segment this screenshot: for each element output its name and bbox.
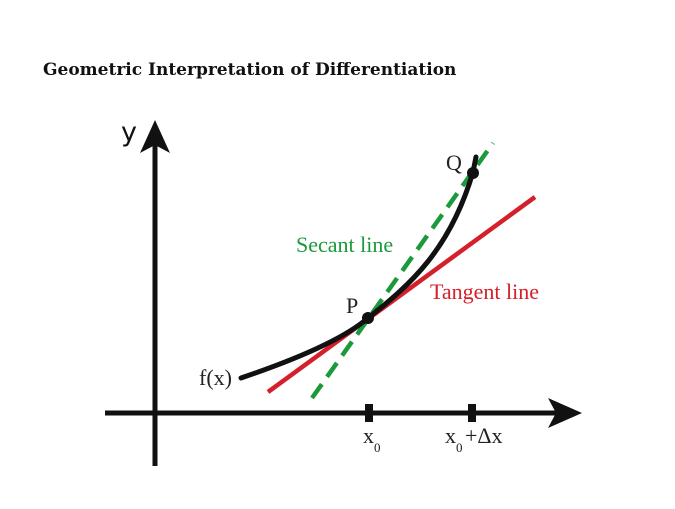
x0-label-sub: 0 (374, 440, 381, 455)
tangent-line-label: Tangent line (430, 279, 539, 304)
point-q-dot (467, 167, 479, 179)
x0-dx-label-rest: +Δx (465, 423, 503, 448)
diagram-title: Geometric Interpretation of Differentiat… (43, 60, 457, 80)
x0-dx-label-base: x (445, 423, 456, 448)
x-axis-arrowhead (548, 398, 582, 428)
point-p-label: P (346, 293, 358, 318)
x0-dx-label-sub: 0 (456, 440, 463, 455)
point-q-label: Q (446, 150, 462, 175)
x0-dx-tick (468, 404, 476, 422)
point-p-dot (362, 312, 374, 324)
x0-label-base: x (363, 423, 374, 448)
y-axis-arrowhead (140, 120, 170, 153)
x0-plus-dx-label: x 0 +Δx (445, 423, 503, 455)
x0-tick (365, 404, 373, 422)
function-label: f(x) (199, 365, 232, 390)
secant-line-label: Secant line (296, 232, 393, 257)
x0-label: x 0 (363, 423, 381, 455)
secant-line (310, 141, 495, 400)
tangent-line (266, 195, 537, 394)
y-axis-label: y (121, 117, 137, 148)
